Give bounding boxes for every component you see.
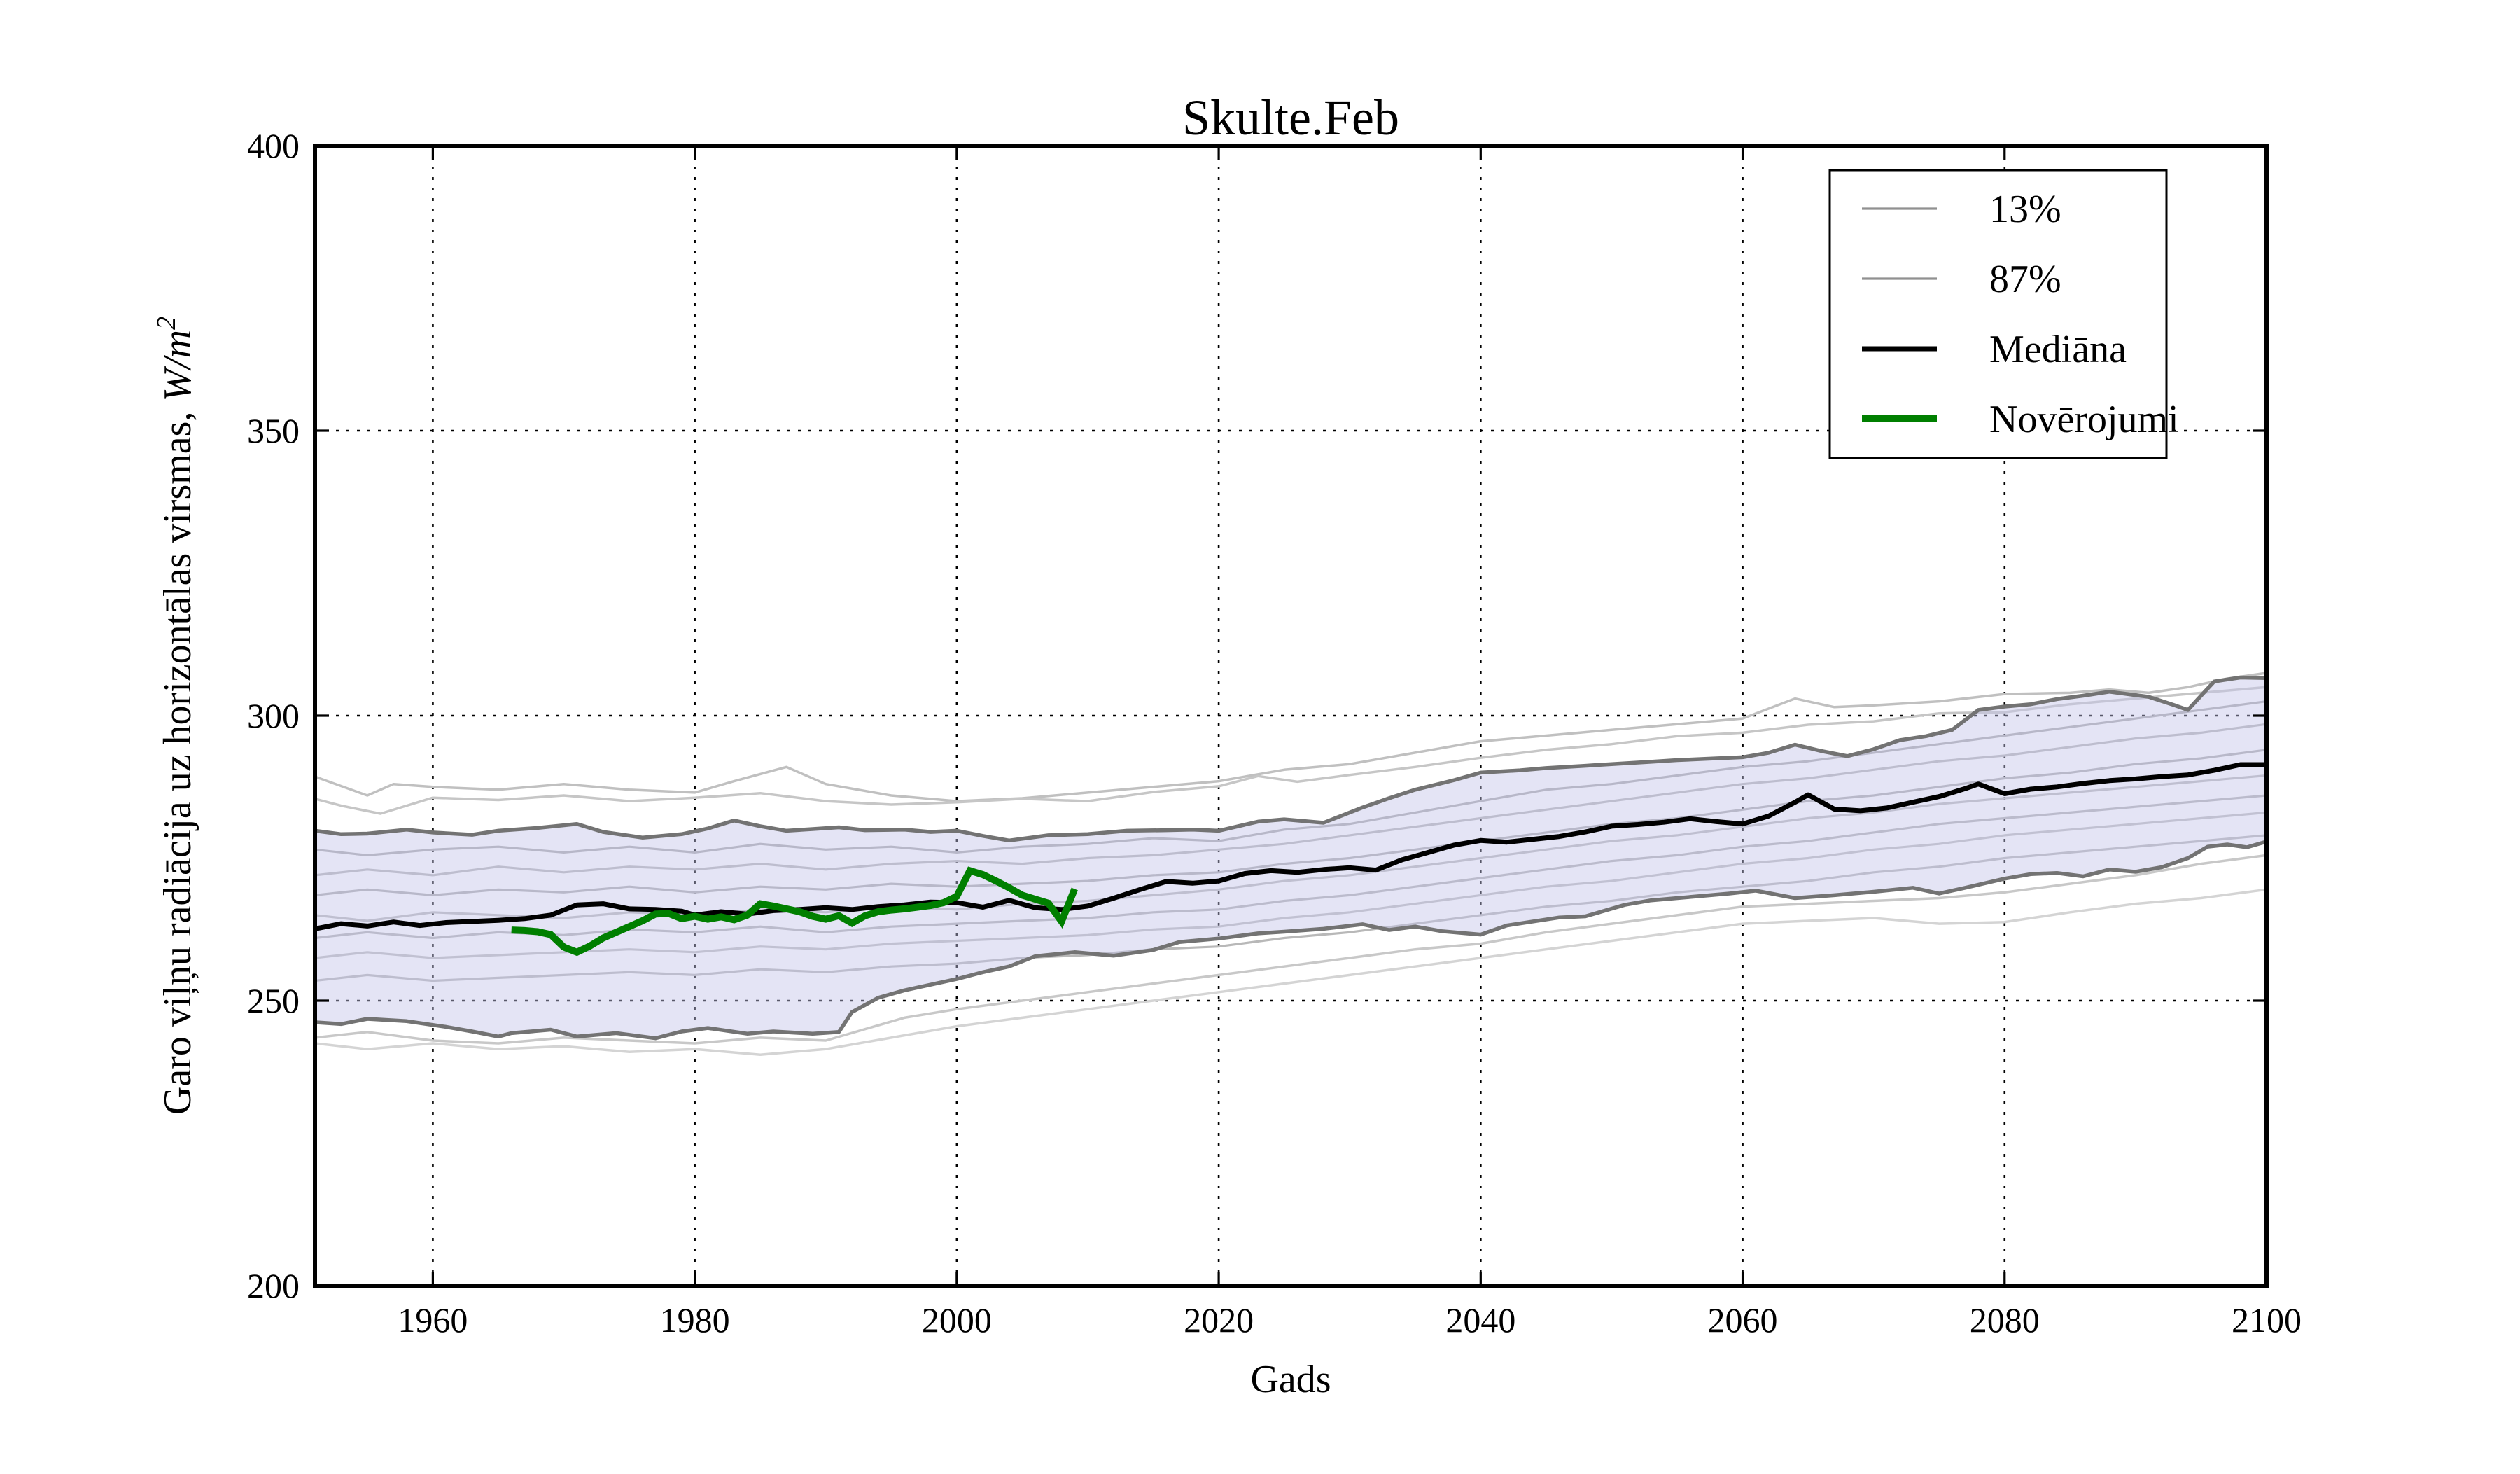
x-tick-label-2000: 2000 <box>922 1300 992 1340</box>
tick-marks <box>315 144 2268 1287</box>
legend: 13% 87% Mediāna Novērojumi <box>1828 169 2179 459</box>
ensemble-line-5 <box>314 749 2267 897</box>
x-tick-labels: 1960 1980 2000 2020 2040 2060 2080 2100 <box>398 1300 2302 1340</box>
x-tick-label-2020: 2020 <box>1184 1300 1254 1340</box>
legend-item-label: Novērojumi <box>1989 398 2179 441</box>
x-axis-label: Gads <box>1250 1358 1331 1401</box>
y-tick-label-250: 250 <box>247 981 300 1020</box>
uncertainty-band <box>315 677 2267 1038</box>
ensemble-line-1 <box>314 672 2267 802</box>
legend-item-label: 87% <box>1989 258 2062 301</box>
x-tick-label-1960: 1960 <box>398 1300 468 1340</box>
series-13pct-line <box>314 840 2267 1041</box>
legend-item-13-: 13% <box>1862 188 2062 231</box>
ensemble-line-4 <box>314 723 2267 877</box>
series-novorejumi-line <box>511 866 1078 957</box>
ensemble-line-3 <box>314 700 2267 857</box>
series-87pct-line <box>314 675 2267 843</box>
ensemble-line-11 <box>314 888 2267 1057</box>
ensemble-line-2 <box>314 686 2267 815</box>
ensemble-line-8 <box>314 811 2267 959</box>
ensemble-line-6 <box>314 774 2267 922</box>
legend-item-label: 13% <box>1989 188 2062 231</box>
y-tick-labels: 200 250 300 350 400 <box>247 126 300 1305</box>
y-tick-label-350: 350 <box>247 411 300 450</box>
y-tick-label-200: 200 <box>247 1266 300 1305</box>
x-tick-label-2080: 2080 <box>1970 1300 2040 1340</box>
y-axis-label: Garo viļņu radiācija uz horizontālas vir… <box>152 317 200 1115</box>
legend-item-label: Mediāna <box>1989 328 2127 371</box>
chart-title: Skulte.Feb <box>1182 90 1399 146</box>
x-tick-label-2060: 2060 <box>1708 1300 1778 1340</box>
ensemble-line-10 <box>314 854 2267 1045</box>
ensemble-lines <box>314 672 2267 1057</box>
ensemble-line-9 <box>314 834 2267 982</box>
x-tick-label-2040: 2040 <box>1446 1300 1516 1340</box>
legend-box <box>1828 169 2168 459</box>
series-mediana-line <box>314 762 2267 931</box>
y-tick-label-300: 300 <box>247 696 300 735</box>
legend-item-medi-na: Mediāna <box>1862 328 2127 371</box>
y-tick-label-400: 400 <box>247 126 300 165</box>
legend-item-nov-rojumi: Novērojumi <box>1862 398 2179 441</box>
legend-item-87-: 87% <box>1862 258 2062 301</box>
x-tick-label-2100: 2100 <box>2232 1300 2302 1340</box>
x-tick-label-1980: 1980 <box>660 1300 730 1340</box>
